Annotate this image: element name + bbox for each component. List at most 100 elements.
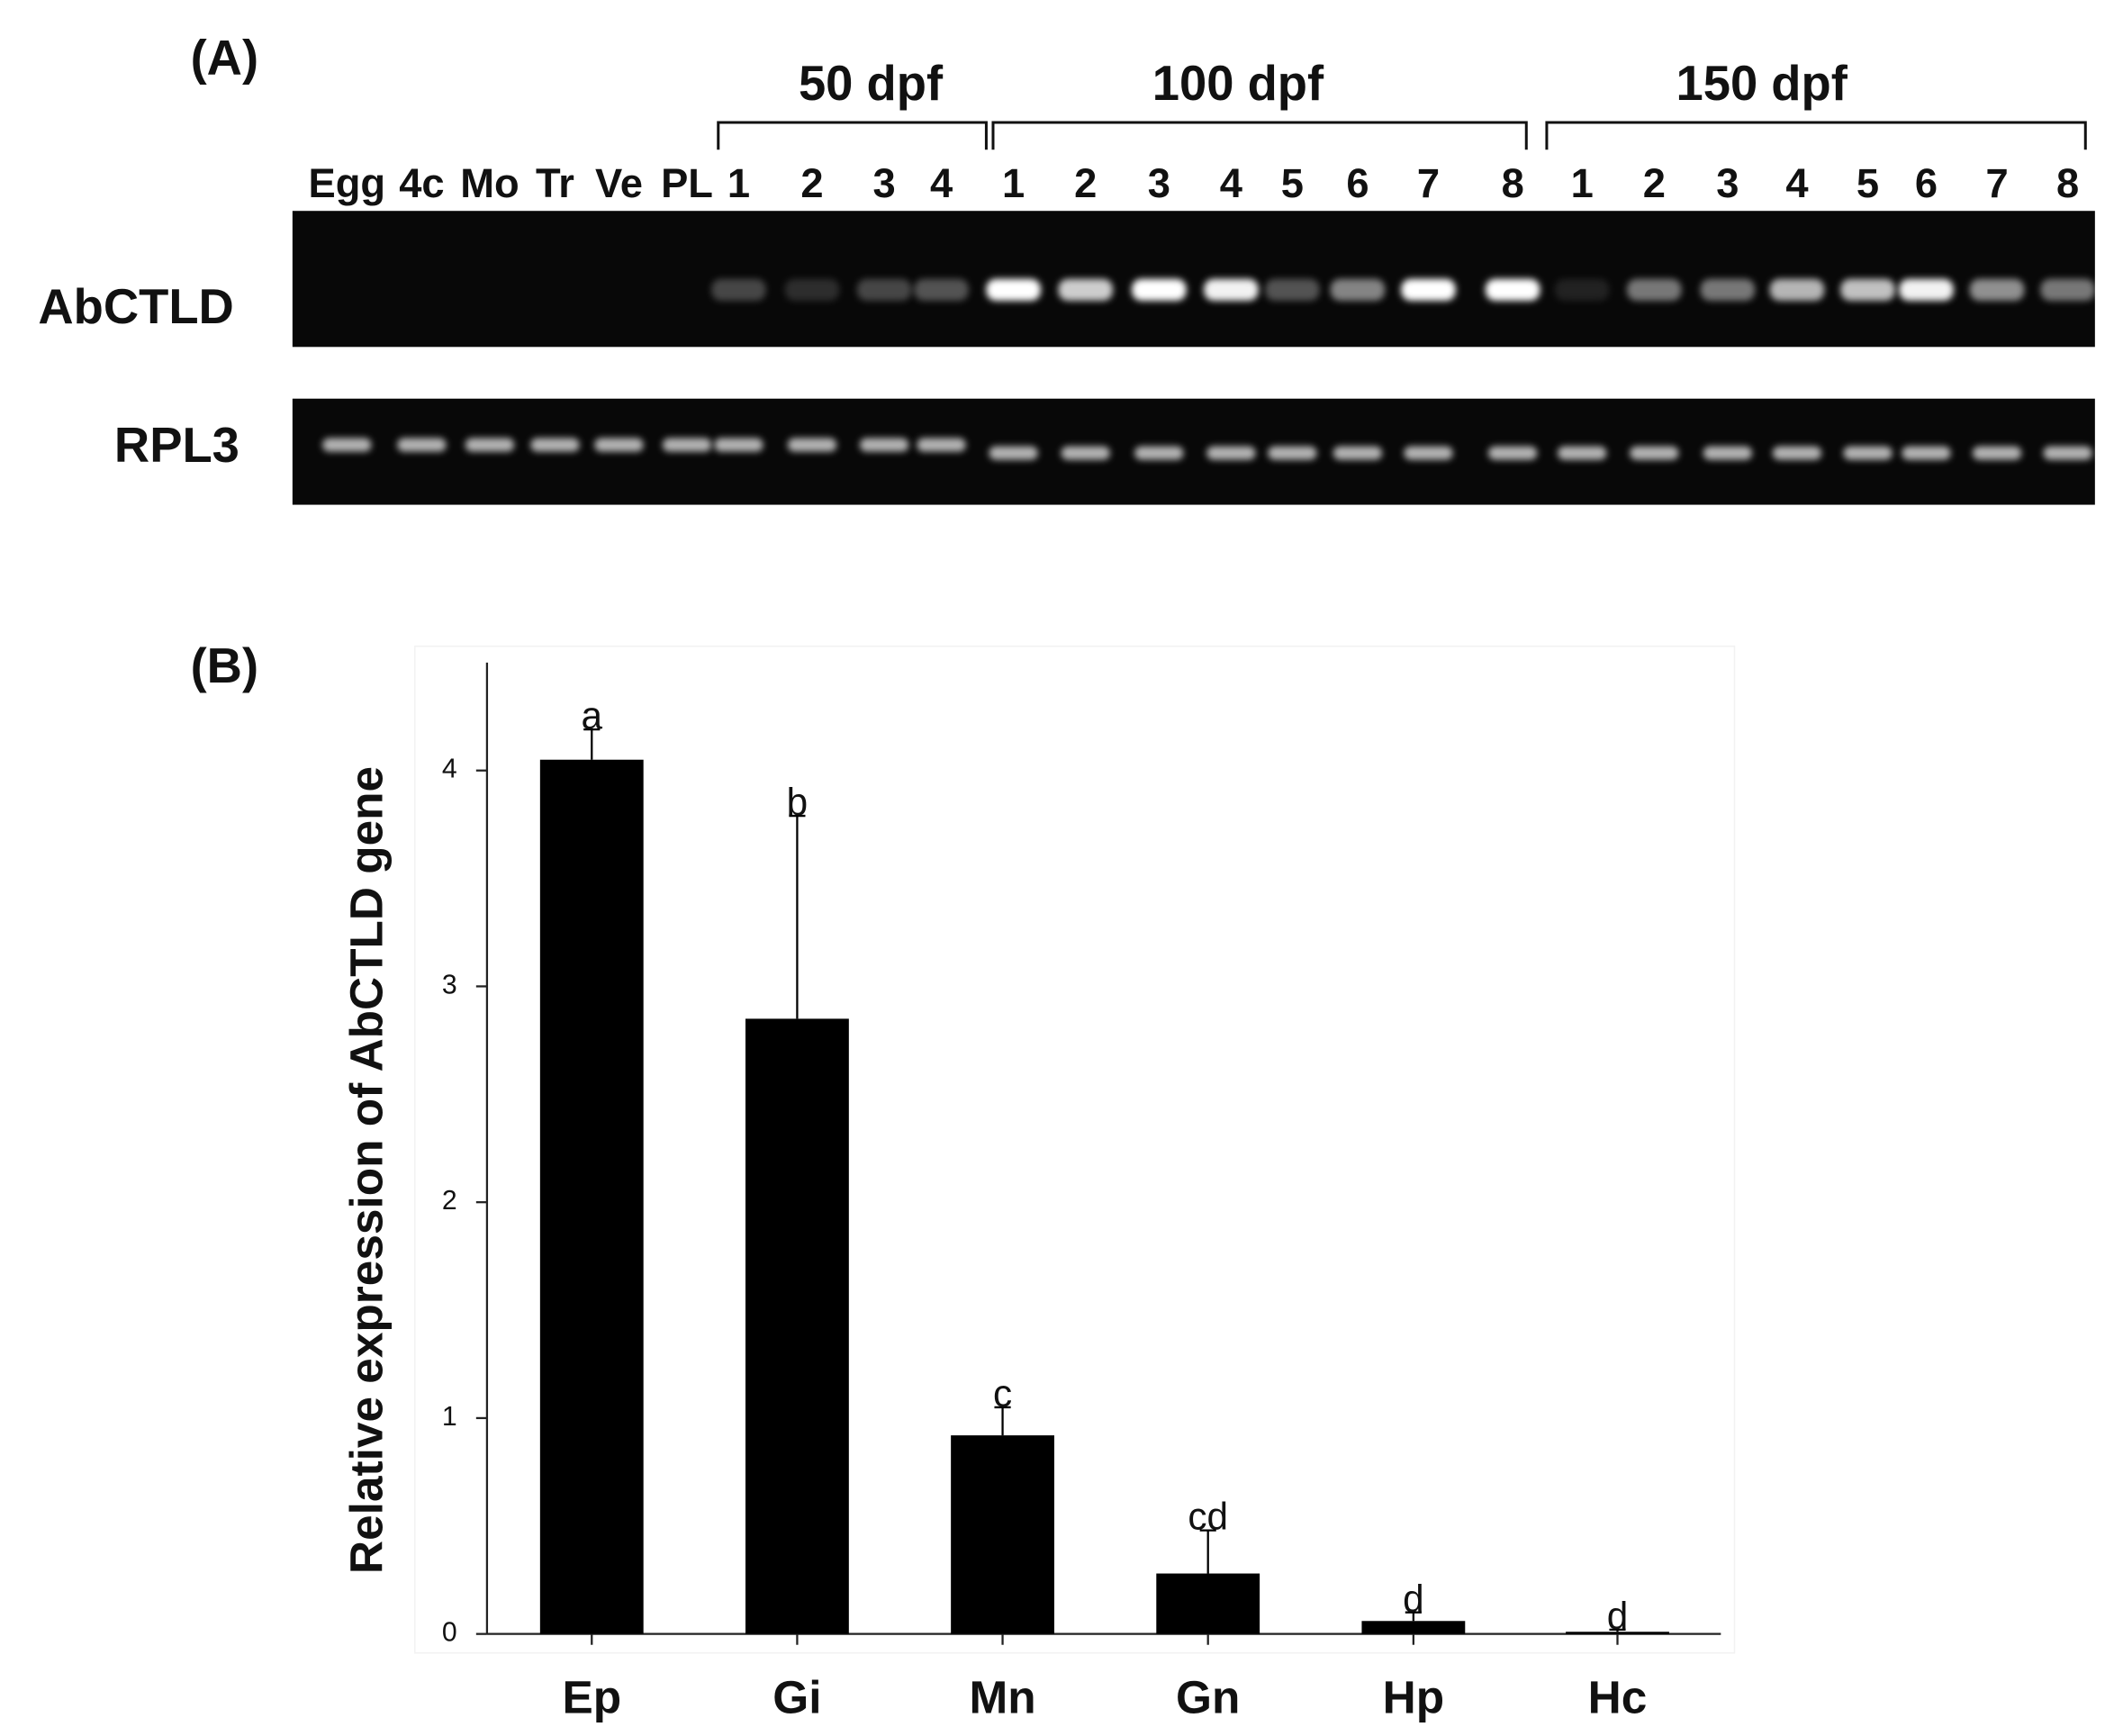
band (1627, 278, 1682, 301)
band (989, 446, 1038, 460)
band (530, 438, 580, 452)
lane-label: 8 (2056, 160, 2079, 206)
lane-label: 3 (1148, 160, 1170, 206)
lane-label: Tr (536, 160, 574, 206)
band (2040, 278, 2095, 301)
band (1401, 278, 1456, 301)
lane-label: 1 (1002, 160, 1025, 206)
lane-label: 7 (1985, 160, 2008, 206)
lane-label: PL (661, 160, 713, 206)
lane-label: Ve (595, 160, 643, 206)
significance-label: a (581, 694, 602, 737)
band (1843, 446, 1893, 460)
band (1058, 278, 1113, 301)
lane-label: 4 (930, 160, 953, 206)
band (1902, 446, 1951, 460)
band (1969, 278, 2025, 301)
band (1061, 446, 1110, 460)
x-tick-label: Hc (1588, 1670, 1648, 1722)
y-axis-label: Relative expression of AbCTLD gene (340, 766, 393, 1574)
band (1555, 278, 1610, 301)
row-label: RPL3 (114, 418, 239, 473)
band (1558, 446, 1607, 460)
lane-label: 2 (1074, 160, 1097, 206)
band (1333, 446, 1383, 460)
band (1132, 278, 1187, 301)
panel-label: (A) (191, 30, 258, 85)
band (1630, 446, 1679, 460)
significance-label: d (1607, 1595, 1629, 1637)
x-tick-label: Hp (1383, 1670, 1444, 1722)
band (914, 278, 969, 301)
y-tick-label: 2 (442, 1186, 457, 1216)
band (662, 438, 712, 452)
band (787, 438, 837, 452)
y-tick-label: 1 (442, 1402, 457, 1432)
lane-label: Egg (308, 160, 385, 206)
x-tick-label: Gi (772, 1670, 821, 1722)
significance-label: b (787, 781, 809, 823)
band (2043, 446, 2092, 460)
bar (1566, 1632, 1669, 1634)
band (322, 438, 372, 452)
bar (745, 1018, 849, 1634)
lane-label: Mo (460, 160, 519, 206)
lane-label: 4 (1785, 160, 1808, 206)
bracket (1545, 121, 2087, 150)
x-tick-label: Ep (562, 1670, 621, 1722)
band (986, 278, 1041, 301)
band (1268, 446, 1317, 460)
lane-label: 8 (1502, 160, 1524, 206)
significance-label: cd (1188, 1496, 1228, 1538)
band (1204, 278, 1259, 301)
band (1700, 278, 1756, 301)
y-tick-label: 0 (442, 1618, 457, 1648)
lane-label: 1 (727, 160, 750, 206)
band (1134, 446, 1184, 460)
band (397, 438, 447, 452)
lane-label: 3 (1716, 160, 1739, 206)
lane-label: 4c (399, 160, 444, 206)
bar (951, 1435, 1054, 1634)
band (594, 438, 644, 452)
lane-label: 2 (1643, 160, 1666, 206)
band (1703, 446, 1753, 460)
band (1972, 446, 2022, 460)
gel-abctld (292, 211, 2095, 348)
bracket (991, 121, 1528, 150)
band (1404, 446, 1453, 460)
lane-label: 4 (1220, 160, 1242, 206)
band (917, 438, 966, 452)
lane-label: 1 (1571, 160, 1594, 206)
lane-label: 6 (1915, 160, 1938, 206)
band (1485, 278, 1540, 301)
lane-label: 5 (1857, 160, 1879, 206)
band (784, 278, 840, 301)
band (859, 438, 909, 452)
plot-frame (414, 645, 1736, 1654)
significance-label: c (993, 1372, 1012, 1415)
y-tick-label: 4 (442, 755, 457, 784)
lane-label: 7 (1417, 160, 1440, 206)
panel-label: (B) (191, 638, 258, 693)
group-label: 150 dpf (1676, 56, 1847, 111)
bracket (717, 121, 988, 150)
row-label: AbCTLD (38, 279, 233, 334)
band (1206, 446, 1256, 460)
band (1899, 278, 1954, 301)
lane-label: 2 (800, 160, 823, 206)
lane-label: 5 (1281, 160, 1304, 206)
band (465, 438, 515, 452)
band (1772, 446, 1822, 460)
bar (1361, 1621, 1466, 1634)
x-tick-label: Mn (969, 1670, 1035, 1722)
lane-label: 6 (1346, 160, 1369, 206)
bar (539, 759, 644, 1634)
band (1769, 278, 1825, 301)
band (714, 438, 763, 452)
group-label: 50 dpf (799, 56, 944, 111)
significance-label: d (1403, 1578, 1424, 1620)
lane-label: 3 (873, 160, 896, 206)
group-label: 100 dpf (1152, 56, 1324, 111)
